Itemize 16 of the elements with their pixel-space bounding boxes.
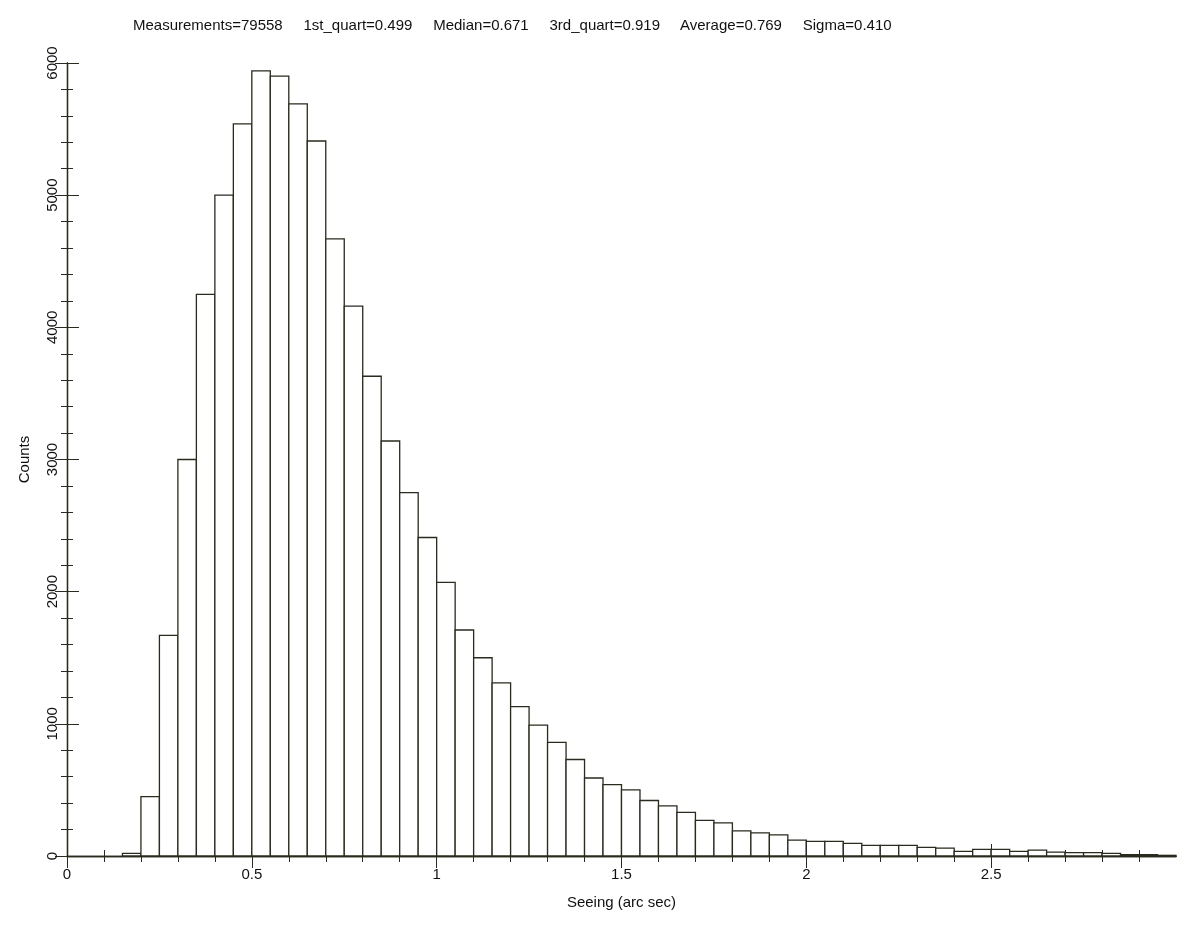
y-tick-label: 2000 — [43, 574, 60, 609]
x-tick-label: 1.5 — [611, 865, 632, 882]
y-tick-label: 1000 — [43, 707, 60, 741]
y-axis-title: Counts — [15, 435, 32, 484]
y-tick-label: 5000 — [43, 178, 60, 212]
y-tick-label: 4000 — [43, 310, 60, 345]
x-axis-title: Seeing (arc sec) — [566, 893, 677, 910]
y-tick-label: 3000 — [43, 442, 60, 477]
x-tick-label: 1 — [432, 865, 441, 882]
x-tick-label: 0.5 — [241, 865, 263, 882]
y-tick-label: 6000 — [43, 46, 60, 80]
x-tick-label: 2 — [802, 865, 811, 882]
x-tick-label: 2.5 — [980, 865, 1002, 882]
x-tick-label: 0 — [62, 865, 72, 882]
chart-title: Measurements=79558 1st_quart=0.499 Median=0.671 3rd_quart=0.919 Average=0.769 Sigma=0.410 — [133, 16, 892, 33]
y-tick-label: 0 — [43, 851, 60, 861]
